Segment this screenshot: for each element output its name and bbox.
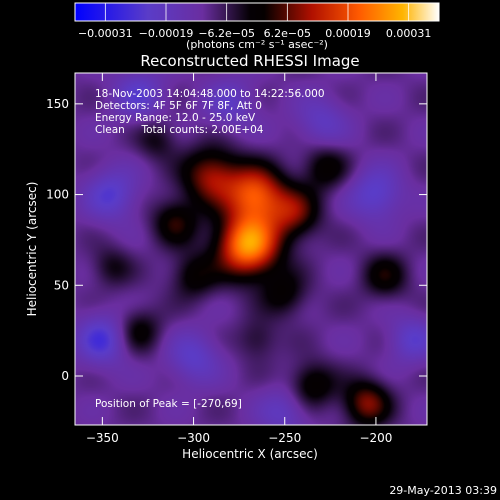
- colorbar-tick-label: −0.00019: [139, 27, 194, 40]
- y-tick-label: 100: [46, 188, 69, 202]
- info-energy-range: Energy Range: 12.0 - 25.0 keV: [95, 112, 256, 124]
- colorbar-ticks: [104, 3, 410, 21]
- colorbar-tick-label: −0.00031: [78, 27, 133, 40]
- colorbar-tick-label: 6.2e−05: [264, 27, 311, 40]
- x-axis-ticks: −350 −300 −250 −200: [86, 73, 392, 445]
- x-tick-label: −300: [177, 431, 210, 445]
- heatmap-image: [75, 73, 427, 425]
- colorbar-tick-label: −6.2e−05: [198, 27, 255, 40]
- colorbar-tick-label: 0.00031: [386, 27, 432, 40]
- colorbar-unit-label: (photons cm⁻² s⁻¹ asec⁻²): [186, 38, 328, 51]
- y-tick-label: 50: [54, 278, 69, 292]
- x-axis-title: Heliocentric X (arcsec): [182, 447, 318, 461]
- heatmap-container: [75, 73, 427, 425]
- y-tick-label: 0: [61, 369, 69, 383]
- info-time-range: 18-Nov-2003 14:04:48.000 to 14:22:56.000: [95, 88, 325, 100]
- y-axis-title: Heliocentric Y (arcsec): [25, 182, 39, 317]
- info-clean-counts: Clean Total counts: 2.00E+04: [95, 124, 264, 136]
- info-detectors: Detectors: 4F 5F 6F 7F 8F, Att 0: [95, 100, 262, 112]
- colorbar: [74, 2, 440, 22]
- y-tick-label: 150: [46, 97, 69, 111]
- chart-title: Reconstructed RHESSI Image: [140, 52, 359, 70]
- x-tick-label: −350: [86, 431, 119, 445]
- x-tick-label: −250: [268, 431, 301, 445]
- x-tick-label: −200: [359, 431, 392, 445]
- y-axis-ticks: 0 50 100 150: [46, 97, 427, 383]
- peak-position-label: Position of Peak = [-270,69]: [95, 398, 242, 410]
- footer-date: 29-May-2013 03:39: [389, 484, 497, 497]
- plot-frame: [74, 72, 428, 426]
- colorbar-tick-labels: −0.00031 −0.00019 −6.2e−05 6.2e−05 0.00019 0.…: [78, 27, 431, 40]
- colorbar-tick-label: 0.00019: [325, 27, 371, 40]
